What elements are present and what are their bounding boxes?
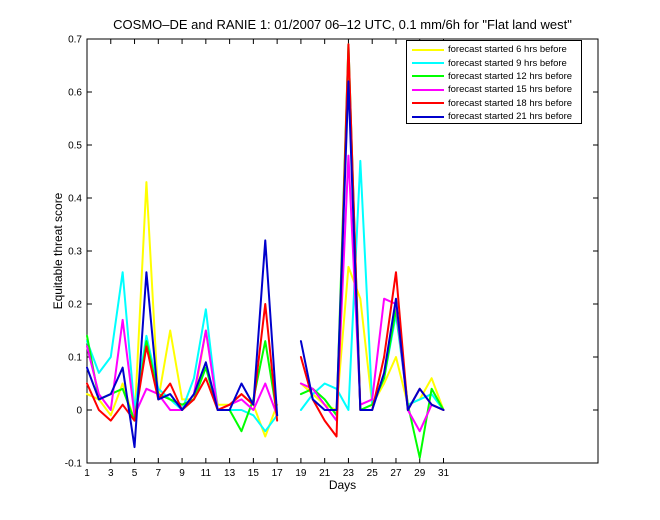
- x-tick-label: 19: [295, 468, 307, 479]
- y-tick-label: 0.4: [68, 194, 82, 205]
- legend-entry: forecast started 21 hrs before: [407, 110, 581, 123]
- series-lines: [86, 43, 445, 459]
- x-tick-label: 1: [84, 468, 90, 479]
- legend-label: forecast started 9 hrs before: [448, 57, 567, 69]
- x-axis-label: Days: [328, 478, 357, 492]
- y-tick-label: 0.5: [68, 141, 82, 152]
- y-tick-label: 0: [76, 406, 82, 417]
- x-tick-label: 29: [414, 468, 426, 479]
- legend-label: forecast started 18 hrs before: [448, 97, 573, 109]
- legend-swatch: [412, 102, 444, 105]
- x-tick-label: 13: [224, 468, 236, 479]
- x-tick-label: 17: [272, 468, 284, 479]
- y-tick-label: 0.1: [68, 353, 82, 364]
- legend-swatch: [412, 115, 444, 118]
- x-tick-label: 11: [201, 468, 212, 479]
- legend: forecast started 6 hrs before forecast st…: [406, 40, 582, 124]
- x-tick-label: 5: [132, 468, 138, 479]
- axis-ticks: 1 3 5 7 9 11 13 15 17 19 21 23 25 27 29 31-0.100.10.20.…: [65, 35, 598, 479]
- series-line-3: [86, 43, 445, 459]
- y-tick-label: 0.7: [68, 35, 82, 46]
- legend-entry: forecast started 15 hrs before: [407, 83, 581, 96]
- legend-entry: forecast started 12 hrs before: [407, 70, 581, 83]
- legend-entry: forecast started 9 hrs before: [407, 56, 581, 69]
- x-tick-label: 21: [319, 468, 331, 479]
- x-tick-label: 15: [248, 468, 260, 479]
- x-tick-label: 31: [438, 468, 450, 479]
- legend-swatch: [412, 88, 444, 91]
- legend-swatch: [412, 62, 444, 65]
- x-tick-label: 23: [343, 468, 355, 479]
- legend-entry: forecast started 6 hrs before: [407, 43, 581, 56]
- legend-swatch: [412, 48, 444, 51]
- x-tick-label: 9: [179, 468, 185, 479]
- chart-title: COSMO–DE and RANIE 1: 01/2007 06–12 UTC,…: [113, 17, 572, 32]
- y-axis-label: Equitable threat score: [51, 192, 65, 310]
- legend-entry: forecast started 18 hrs before: [407, 97, 581, 110]
- y-tick-label: 0.2: [68, 300, 82, 311]
- legend-label: forecast started 12 hrs before: [448, 70, 573, 82]
- y-tick-label: -0.1: [65, 459, 83, 470]
- series-line-6: [86, 80, 445, 449]
- y-tick-label: 0.6: [68, 88, 82, 99]
- legend-label: forecast started 6 hrs before: [448, 44, 567, 56]
- x-tick-label: 25: [367, 468, 379, 479]
- y-tick-label: 0.3: [68, 247, 82, 258]
- legend-label: forecast started 15 hrs before: [448, 84, 573, 96]
- x-tick-label: 27: [390, 468, 402, 479]
- x-tick-label: 7: [156, 468, 162, 479]
- legend-swatch: [412, 75, 444, 78]
- legend-label: forecast started 21 hrs before: [448, 111, 573, 123]
- x-tick-label: 3: [108, 468, 114, 479]
